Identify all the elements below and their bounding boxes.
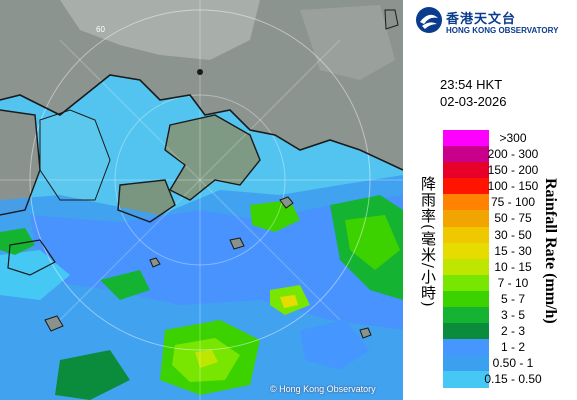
legend-row: 10 - 15 (443, 258, 577, 275)
legend-range-label: 200 - 300 (487, 147, 539, 162)
legend-range-label: 7 - 10 (497, 275, 529, 290)
legend-range-label: 10 - 15 (494, 259, 532, 274)
legend-range-label: 50 - 75 (494, 211, 532, 226)
radar-map[interactable]: 60 © Hong Kong Observatory (0, 0, 403, 400)
legend-range-label: 75 - 100 (490, 195, 536, 210)
legend-range-label: 1 - 2 (500, 340, 525, 355)
legend-swatch (443, 323, 489, 340)
legend-row: 15 - 30 (443, 242, 577, 259)
legend-range-label: 5 - 7 (500, 291, 525, 306)
legend-swatch (443, 130, 489, 147)
legend-row: 100 - 150 (443, 178, 577, 195)
legend-range-label: 15 - 30 (494, 243, 532, 258)
legend-row: 0.50 - 1 (443, 355, 577, 372)
legend-range-label: 2 - 3 (500, 324, 525, 339)
legend-swatch (443, 242, 489, 259)
legend-swatch (443, 162, 489, 179)
org-name-en: HONG KONG OBSERVATORY (446, 26, 559, 35)
legend-row: 75 - 100 (443, 194, 577, 211)
legend-swatch (443, 194, 489, 211)
legend-swatch (443, 274, 489, 291)
legend-row: 5 - 7 (443, 290, 577, 308)
copyright-text: © Hong Kong Observatory (270, 384, 376, 394)
legend-swatch (443, 307, 489, 324)
legend-swatch (443, 258, 489, 275)
legend-title-zh: 降雨率(毫米/小時) (419, 176, 437, 308)
legend-range-label: 150 - 200 (487, 163, 539, 178)
legend-swatch (443, 371, 489, 388)
radar-image: 60 (0, 0, 403, 400)
legend-range-label: >300 (499, 131, 527, 145)
legend-swatch (443, 178, 489, 195)
legend-range-label: 0.50 - 1 (492, 356, 534, 371)
legend-range-label: 3 - 5 (500, 308, 525, 323)
legend-row: 1 - 2 (443, 339, 577, 356)
legend-swatch (443, 290, 489, 308)
legend-row: 50 - 75 (443, 210, 577, 227)
legend-row: 7 - 10 (443, 274, 577, 291)
legend-row: 3 - 5 (443, 307, 577, 324)
legend-row: 200 - 300 (443, 146, 577, 163)
legend-range-label: 30 - 50 (494, 227, 532, 242)
info-panel: 香港天文台 HONG KONG OBSERVATORY 23:54 HKT 02… (403, 0, 577, 400)
legend-swatch (443, 226, 489, 243)
legend-range-label: 0.15 - 0.50 (484, 372, 542, 387)
legend-row: 150 - 200 (443, 162, 577, 179)
radar-date: 02-03-2026 (440, 94, 507, 109)
legend-row: 30 - 50 (443, 226, 577, 243)
hko-logo: 香港天文台 HONG KONG OBSERVATORY (415, 6, 575, 40)
legend-swatch (443, 146, 489, 163)
rainfall-legend: >300 200 - 300 150 - 200 100 - 150 75 - 100 5… (443, 130, 577, 388)
legend-row: >300 (443, 130, 577, 147)
legend-swatch (443, 210, 489, 227)
legend-title-en: Rainfall Rate (mm/h) (542, 178, 559, 324)
legend-swatch (443, 339, 489, 356)
legend-row: 0.15 - 0.50 (443, 371, 577, 388)
legend-swatch (443, 355, 489, 372)
hko-emblem-icon (416, 7, 442, 33)
radar-time: 23:54 HKT (440, 77, 503, 92)
legend-range-label: 100 - 150 (487, 179, 539, 194)
range-ring-label: 60 (96, 25, 105, 34)
legend-row: 2 - 3 (443, 323, 577, 340)
org-name-zh: 香港天文台 (446, 11, 517, 26)
